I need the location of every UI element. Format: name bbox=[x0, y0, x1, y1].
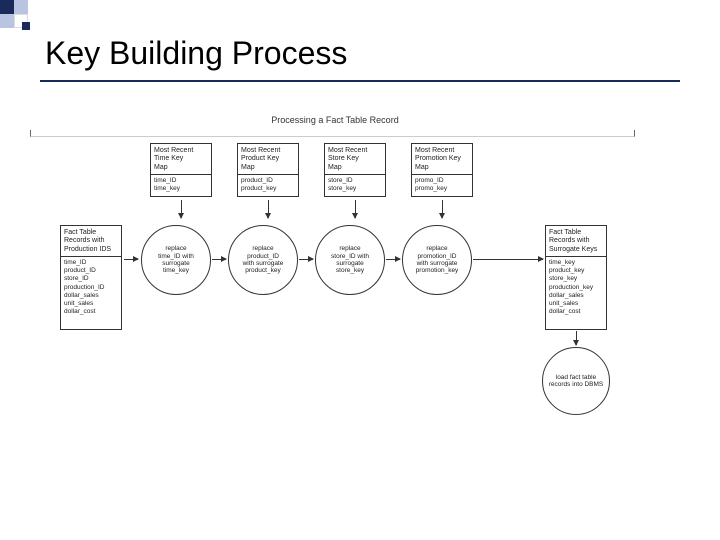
circle-label: load fact table records into DBMS bbox=[547, 374, 605, 389]
box-title: Most Recent Product Key Map bbox=[241, 147, 295, 172]
load-dbms-circle: load fact table records into DBMS bbox=[542, 347, 610, 415]
title-underline bbox=[40, 80, 680, 82]
box-fields: time_ID product_ID store_ID production_I… bbox=[64, 259, 118, 316]
box-fields: product_ID product_key bbox=[241, 177, 295, 193]
arrow-right bbox=[386, 259, 400, 260]
box-title: Most Recent Time Key Map bbox=[154, 147, 208, 172]
key-map-box: Most Recent Promotion Key Map promo_ID pr… bbox=[411, 143, 473, 197]
arrow-down bbox=[181, 200, 182, 218]
process-diagram: Processing a Fact Table Record Fact Tabl… bbox=[30, 115, 640, 415]
arrow-right bbox=[212, 259, 226, 260]
arrow-right bbox=[473, 259, 543, 260]
fact-table-output-box: Fact Table Records with Surrogate Keys t… bbox=[545, 225, 607, 330]
replace-step-circle: replace promotion_ID with surrogate prom… bbox=[402, 225, 472, 295]
box-fields: promo_ID promo_key bbox=[415, 177, 469, 193]
diagram-title: Processing a Fact Table Record bbox=[30, 115, 640, 125]
arrow-down bbox=[355, 200, 356, 218]
arrow-right bbox=[124, 259, 138, 260]
diagram-frame bbox=[30, 130, 635, 137]
slide-title: Key Building Process bbox=[45, 35, 347, 72]
circle-label: replace product_ID with surrogate produc… bbox=[243, 245, 284, 275]
key-map-box: Most Recent Product Key Map product_ID pr… bbox=[237, 143, 299, 197]
box-fields: time_ID time_key bbox=[154, 177, 208, 193]
arrow-down bbox=[268, 200, 269, 218]
replace-step-circle: replace product_ID with surrogate produc… bbox=[228, 225, 298, 295]
box-title: Fact Table Records with Production IDS bbox=[64, 229, 118, 254]
box-title: Most Recent Store Key Map bbox=[328, 147, 382, 172]
fact-table-input-box: Fact Table Records with Production IDS t… bbox=[60, 225, 122, 330]
arrow-right bbox=[299, 259, 313, 260]
key-map-box: Most Recent Time Key Map time_ID time_key bbox=[150, 143, 212, 197]
replace-step-circle: replace store_ID with surrogate store_ke… bbox=[315, 225, 385, 295]
arrow-down bbox=[442, 200, 443, 218]
corner-decoration bbox=[0, 0, 60, 40]
box-title: Fact Table Records with Surrogate Keys bbox=[549, 229, 603, 254]
box-fields: time_key product_key store_key productio… bbox=[549, 259, 603, 316]
circle-label: replace time_ID with surrogate time_key bbox=[158, 245, 194, 275]
box-fields: store_ID store_key bbox=[328, 177, 382, 193]
box-title: Most Recent Promotion Key Map bbox=[415, 147, 469, 172]
key-map-box: Most Recent Store Key Map store_ID store_… bbox=[324, 143, 386, 197]
arrow-down bbox=[576, 331, 577, 345]
circle-label: replace promotion_ID with surrogate prom… bbox=[416, 245, 459, 275]
replace-step-circle: replace time_ID with surrogate time_key bbox=[141, 225, 211, 295]
circle-label: replace store_ID with surrogate store_ke… bbox=[331, 245, 369, 275]
